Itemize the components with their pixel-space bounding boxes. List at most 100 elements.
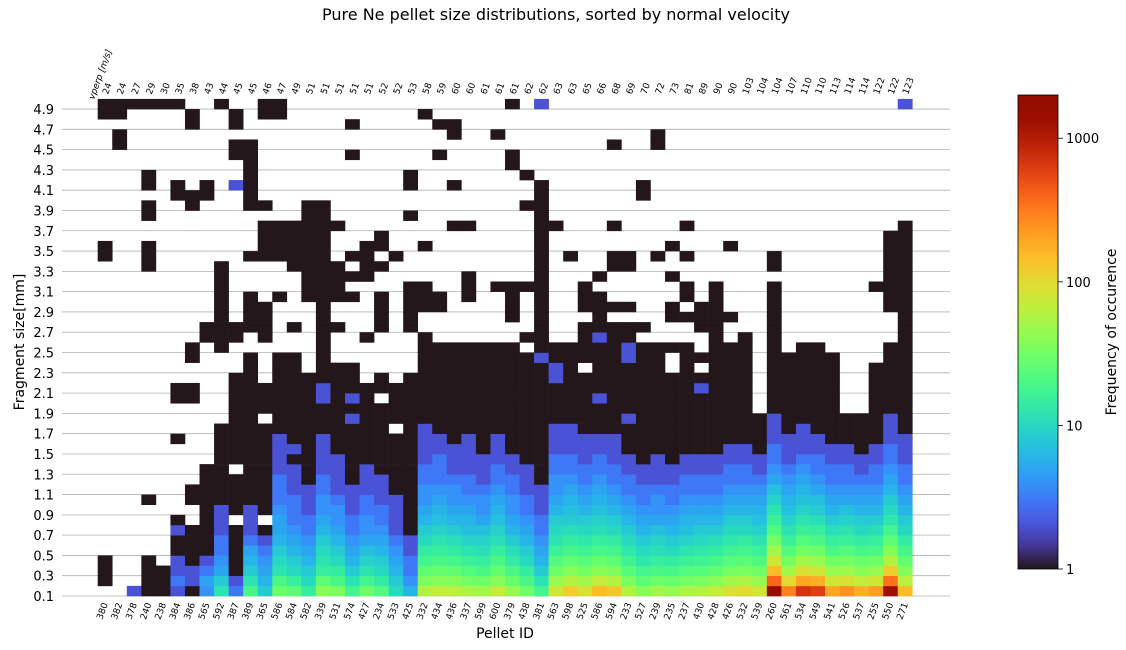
cell [621,332,637,343]
cell [810,453,826,465]
cell [286,464,302,475]
cell [563,413,579,424]
top-tick-label: 65 [581,82,594,96]
cell [417,565,433,577]
cell [272,220,288,232]
cell [315,484,331,495]
cell [708,403,724,414]
cell [505,352,520,363]
cell [417,535,433,546]
cell [548,382,564,394]
cell [359,474,375,485]
cell [679,433,695,445]
cell [897,281,913,292]
cell [359,413,375,424]
cell [897,413,913,424]
cell [650,484,666,495]
cell [243,413,259,424]
cell [839,504,855,516]
cell [184,565,200,577]
cell [563,565,579,577]
cell [839,413,855,424]
top-tick-label: 51 [349,82,362,96]
cell [417,545,433,556]
cell [461,362,477,374]
cell [344,535,360,546]
cell [141,555,157,566]
cell [330,281,346,292]
cell [621,494,637,505]
cell [141,575,157,587]
cell [737,484,753,495]
cell [519,281,535,292]
cell [330,291,346,303]
cell [650,342,666,353]
cell [490,433,506,445]
cell [534,291,549,303]
cell [868,423,884,434]
cell [257,382,273,394]
cell [243,190,259,201]
cell [272,403,288,414]
cell [315,575,331,587]
cell [315,433,331,445]
cell [665,413,680,424]
cell [548,575,564,587]
cell [650,433,666,445]
cell [257,464,273,475]
cell [519,504,535,516]
cell [272,585,288,597]
cell [374,474,389,485]
cell [272,474,288,485]
cell [257,98,273,110]
cell [795,514,811,526]
cell [461,565,477,577]
x-tick-label: 539 [750,601,765,621]
cell [403,291,419,303]
cell [534,504,549,516]
cell [359,433,375,445]
cell [359,524,375,536]
cell [825,494,840,505]
cell [781,464,797,475]
cell [432,494,448,505]
cell [417,382,433,394]
cell [344,514,360,526]
cell [446,565,462,577]
cell [621,575,637,587]
top-tick-label: 60 [451,81,464,95]
cell [214,433,229,445]
cell [228,332,244,343]
cell [214,311,229,323]
cell [708,413,724,424]
cell [737,514,753,526]
cell [606,453,622,465]
cell [592,545,608,556]
cell [388,545,404,556]
cell [752,464,768,475]
cell [257,443,273,455]
cell [403,413,419,424]
cell [490,342,506,353]
cell [505,98,520,110]
cell [868,575,884,587]
top-tick-label: 81 [683,82,696,96]
y-tick-label: 1.5 [33,448,54,463]
cell [635,403,651,414]
cell [781,423,797,434]
cell [650,372,666,384]
cell [592,514,608,526]
cell [519,423,535,434]
cell [243,464,259,475]
x-tick-label: 235 [663,602,678,622]
top-tick-label: 46 [261,81,274,95]
cell [374,524,389,536]
cell [897,382,913,394]
cell [737,585,753,597]
cell [635,504,651,516]
cell [534,403,549,414]
cell [694,423,709,434]
cell [286,565,302,577]
cell [374,443,389,455]
cell [490,504,506,516]
